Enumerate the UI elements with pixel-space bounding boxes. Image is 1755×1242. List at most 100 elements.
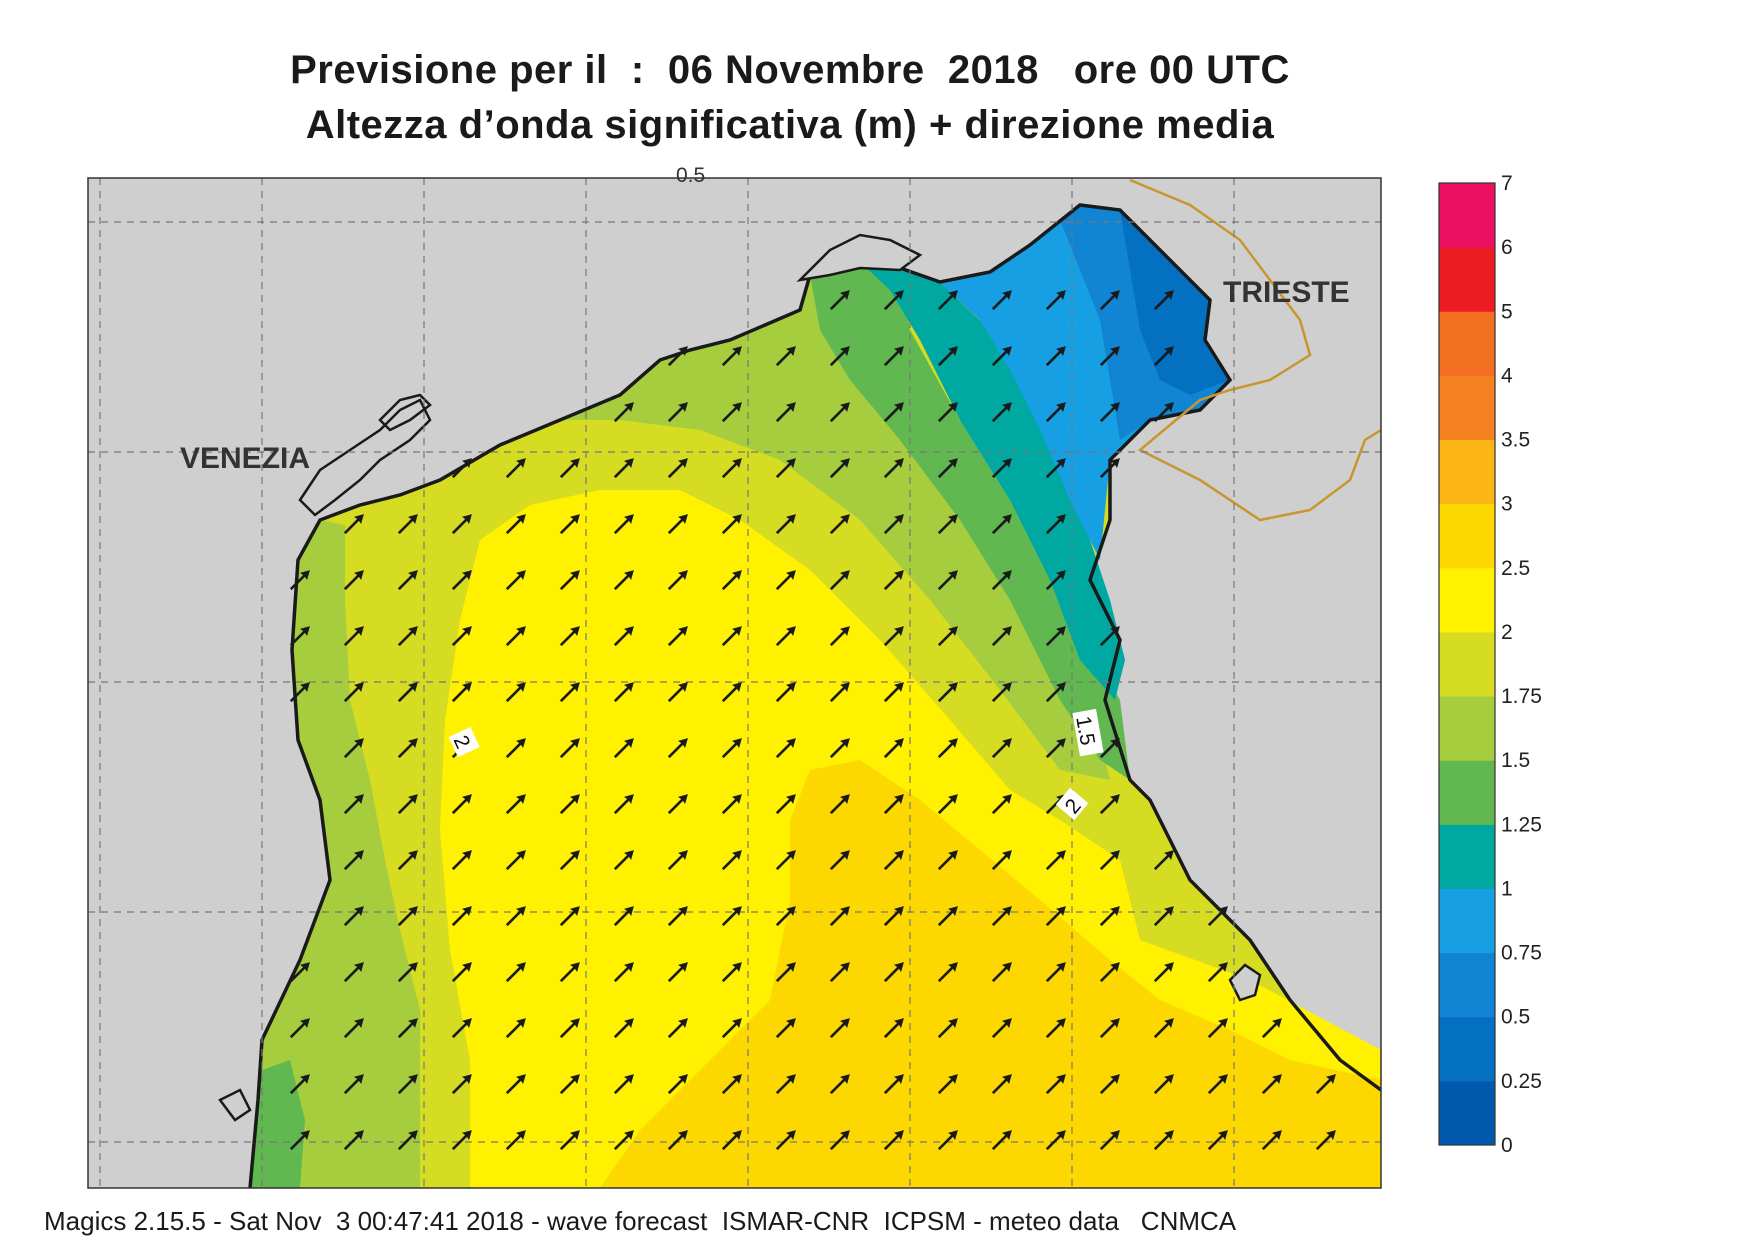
wave-arrow bbox=[667, 626, 688, 647]
wave-arrow bbox=[505, 1074, 526, 1095]
wave-arrow bbox=[397, 794, 418, 815]
wave-arrow bbox=[289, 962, 310, 983]
wave-arrow bbox=[883, 850, 904, 871]
wave-arrow bbox=[721, 570, 742, 591]
wave-arrow bbox=[1153, 402, 1174, 423]
title-line-2: Altezza d’onda significativa (m) + direz… bbox=[305, 103, 1275, 147]
wave-arrow bbox=[829, 682, 850, 703]
wave-arrow bbox=[505, 1130, 526, 1151]
wave-arrow bbox=[343, 626, 364, 647]
wave-arrow bbox=[343, 906, 364, 927]
lagoon-islands bbox=[218, 233, 1262, 1122]
wave-arrow bbox=[667, 794, 688, 815]
wave-arrow bbox=[343, 570, 364, 591]
wave-arrow bbox=[397, 962, 418, 983]
wave-arrow bbox=[1153, 1018, 1174, 1039]
colorbar-swatch bbox=[1439, 503, 1495, 569]
wave-arrow bbox=[1045, 458, 1066, 479]
wave-arrow bbox=[613, 1130, 634, 1151]
wave-arrow bbox=[397, 514, 418, 535]
wave-arrow bbox=[721, 402, 742, 423]
colorbar-swatch bbox=[1439, 888, 1495, 954]
band-0.25-0.5 bbox=[1120, 210, 1230, 395]
wave-arrow bbox=[1207, 906, 1228, 927]
wave-arrow bbox=[1099, 906, 1120, 927]
wave-arrow bbox=[667, 1130, 688, 1151]
wave-arrow bbox=[1045, 402, 1066, 423]
wave-arrow bbox=[883, 570, 904, 591]
wave-arrow bbox=[883, 514, 904, 535]
wave-arrow bbox=[775, 1074, 796, 1095]
wave-arrow bbox=[667, 682, 688, 703]
colorbar-level-label: 0 bbox=[1501, 1134, 1513, 1157]
wave-arrow bbox=[721, 1018, 742, 1039]
wave-arrow bbox=[1045, 738, 1066, 759]
wave-arrow bbox=[505, 906, 526, 927]
wave-arrow bbox=[991, 290, 1012, 311]
wave-arrow bbox=[1045, 962, 1066, 983]
wave-arrow bbox=[1207, 1130, 1228, 1151]
wave-arrow bbox=[1099, 1130, 1120, 1151]
wave-arrow bbox=[667, 962, 688, 983]
wave-arrow bbox=[1153, 1074, 1174, 1095]
colorbar-swatch bbox=[1439, 247, 1495, 312]
wave-arrow bbox=[775, 402, 796, 423]
wave-arrow bbox=[991, 682, 1012, 703]
wave-arrow bbox=[559, 906, 580, 927]
wave-arrow bbox=[775, 626, 796, 647]
colorbar-swatch bbox=[1439, 375, 1495, 441]
wave-arrow bbox=[667, 738, 688, 759]
wave-arrow bbox=[559, 794, 580, 815]
wave-arrow bbox=[613, 514, 634, 535]
wave-arrow bbox=[1099, 738, 1120, 759]
wave-arrow bbox=[289, 682, 310, 703]
wave-arrow bbox=[1045, 850, 1066, 871]
wave-arrow bbox=[1207, 962, 1228, 983]
wave-arrow bbox=[1045, 290, 1066, 311]
wave-arrow bbox=[775, 738, 796, 759]
wave-arrow bbox=[667, 514, 688, 535]
wave-arrow bbox=[829, 626, 850, 647]
colorbar-level-label: 1.5 bbox=[1501, 749, 1530, 772]
wave-arrow bbox=[1045, 346, 1066, 367]
wave-arrow bbox=[451, 626, 472, 647]
coastline bbox=[248, 203, 1381, 1188]
wave-arrow bbox=[1315, 1130, 1336, 1151]
wave-arrow bbox=[883, 1074, 904, 1095]
wave-arrow bbox=[559, 682, 580, 703]
wave-arrow bbox=[343, 1018, 364, 1039]
wave-arrow bbox=[451, 906, 472, 927]
wave-arrow bbox=[829, 1130, 850, 1151]
wave-arrow bbox=[1045, 626, 1066, 647]
wave-arrow bbox=[505, 962, 526, 983]
wave-arrow bbox=[505, 738, 526, 759]
wave-arrow bbox=[1261, 1074, 1282, 1095]
wave-arrow bbox=[451, 458, 472, 479]
wave-arrow bbox=[451, 850, 472, 871]
wave-arrow bbox=[829, 1018, 850, 1039]
wave-arrow bbox=[397, 1018, 418, 1039]
wave-arrow bbox=[1261, 1130, 1282, 1151]
colorbar-level-label: 3.5 bbox=[1501, 429, 1530, 452]
wave-arrow bbox=[667, 1018, 688, 1039]
wave-arrow bbox=[721, 794, 742, 815]
wave-arrow bbox=[721, 1130, 742, 1151]
colorbar-level-label: 1 bbox=[1501, 877, 1513, 900]
wave-arrow bbox=[451, 794, 472, 815]
colorbar-swatch bbox=[1439, 567, 1495, 633]
wave-arrow bbox=[1153, 1130, 1174, 1151]
wave-arrow bbox=[883, 794, 904, 815]
colorbar-swatch bbox=[1439, 824, 1495, 889]
wave-arrow bbox=[451, 682, 472, 703]
wave-arrow bbox=[937, 514, 958, 535]
wave-arrow bbox=[721, 906, 742, 927]
wave-arrow bbox=[829, 346, 850, 367]
wave-arrow bbox=[883, 290, 904, 311]
wave-direction-arrows bbox=[289, 290, 1336, 1151]
wave-arrow bbox=[505, 514, 526, 535]
wave-arrow bbox=[505, 682, 526, 703]
wave-arrow bbox=[991, 1074, 1012, 1095]
wave-arrow bbox=[1099, 290, 1120, 311]
wave-arrow bbox=[775, 1130, 796, 1151]
city-label-trieste: TRIESTE bbox=[1223, 276, 1350, 309]
